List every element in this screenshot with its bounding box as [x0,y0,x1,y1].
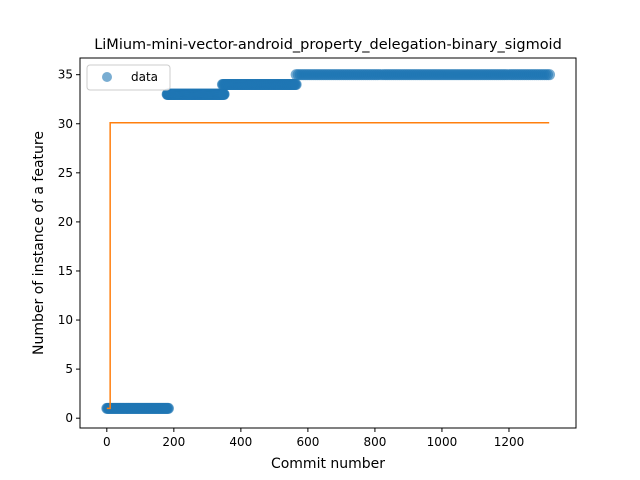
fit-line [106,122,550,410]
x-tick-label: 1200 [494,435,525,449]
plot-data-layer [101,69,556,414]
x-axis-label: Commit number [271,456,385,472]
y-tick-label: 0 [65,411,73,425]
y-axis: 0 5 10 15 20 25 30 35 [58,68,80,425]
x-tick-label: 800 [363,435,386,449]
data-point [162,402,174,414]
legend-marker-data [102,72,112,82]
y-axis-label: Number of instance of a feature [31,131,47,355]
y-tick-label: 15 [58,264,73,278]
legend: data [86,64,171,91]
y-tick-label: 5 [65,362,73,376]
y-tick-label: 10 [58,313,73,327]
data-point [218,88,230,100]
x-axis: 0 200 400 600 800 1000 1200 [103,428,524,449]
y-tick-label: 30 [58,117,73,131]
chart-title: LiMium-mini-vector-android_property_dele… [94,37,562,53]
y-tick-label: 20 [58,215,73,229]
legend-box [86,64,171,91]
x-tick-label: 0 [103,435,111,449]
plot-frame [79,57,577,429]
data-point [544,69,556,81]
legend-label-data: data [131,70,158,84]
x-tick-label: 200 [162,435,185,449]
y-tick-label: 35 [58,68,73,82]
x-tick-label: 600 [296,435,319,449]
data-point [290,79,302,90]
y-tick-label: 25 [58,166,73,180]
x-tick-label: 1000 [427,435,458,449]
x-tick-label: 400 [229,435,252,449]
